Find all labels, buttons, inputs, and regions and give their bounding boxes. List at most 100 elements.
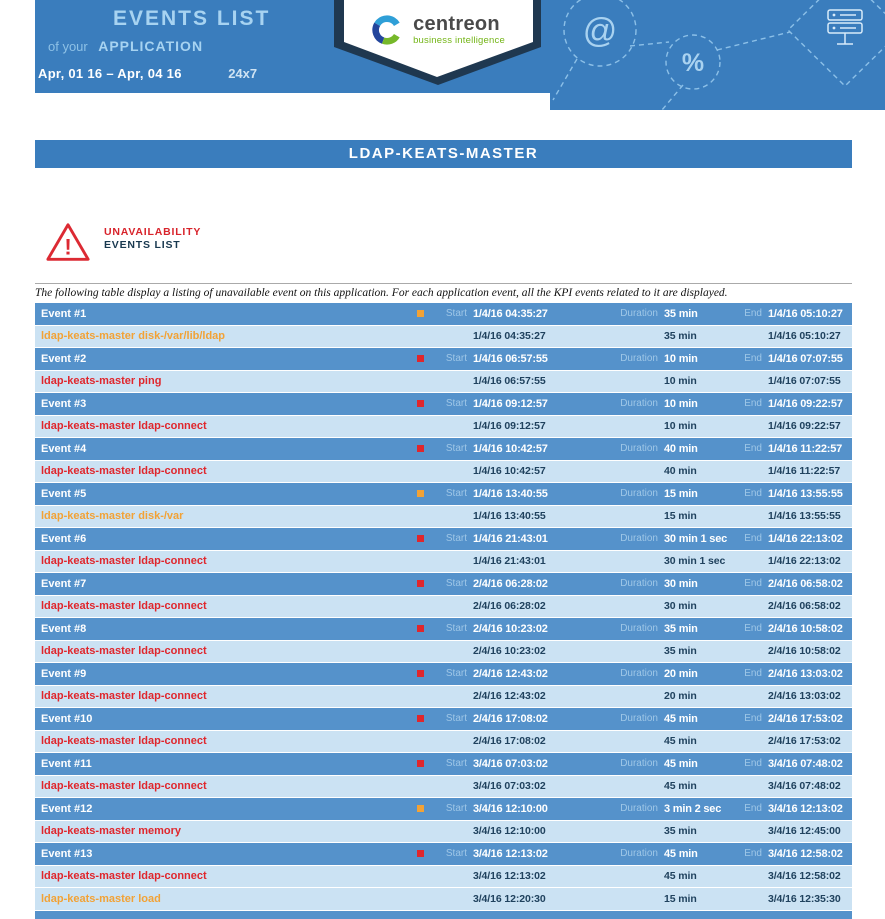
next-event-row-partial — [35, 910, 852, 919]
end-label: End — [744, 848, 762, 860]
kpi-end-value: 1/4/16 09:22:57 — [768, 420, 841, 433]
severity-marker — [415, 850, 429, 858]
event-duration-value: 20 min — [664, 667, 698, 680]
server-icon — [827, 9, 863, 45]
kpi-start-value: 3/4/16 12:13:02 — [473, 870, 546, 883]
events-table: Event #1 Start 1/4/16 04:35:27 Duration … — [35, 303, 852, 919]
event-duration-value: 10 min — [664, 397, 698, 410]
end-label: End — [744, 803, 762, 815]
kpi-name: ldap-keats-master ldap-connect — [41, 780, 207, 793]
event-name: Event #4 — [41, 442, 87, 455]
event-start-value: 1/4/16 09:12:57 — [473, 397, 548, 410]
kpi-end-value: 3/4/16 12:58:02 — [768, 870, 841, 883]
kpi-duration-value: 30 min — [664, 600, 697, 613]
event-summary-row: Event #3 Start 1/4/16 09:12:57 Duration … — [35, 393, 852, 416]
duration-label: Duration — [620, 578, 658, 590]
severity-square-icon — [417, 535, 424, 543]
kpi-start-value: 1/4/16 09:12:57 — [473, 420, 546, 433]
event-end-value: 2/4/16 10:58:02 — [768, 622, 843, 635]
kpi-duration-value: 20 min — [664, 690, 697, 703]
table-description: The following table display a listing of… — [35, 283, 852, 299]
event-summary-row: Event #4 Start 1/4/16 10:42:57 Duration … — [35, 438, 852, 461]
event-duration-value: 15 min — [664, 487, 698, 500]
event-name: Event #6 — [41, 532, 87, 545]
event-summary-row: Event #1 Start 1/4/16 04:35:27 Duration … — [35, 303, 852, 326]
event-end-value: 3/4/16 12:13:02 — [768, 802, 843, 815]
duration-label: Duration — [620, 398, 658, 410]
end-label: End — [744, 578, 762, 590]
event-summary-row: Event #11 Start 3/4/16 07:03:02 Duration… — [35, 753, 852, 776]
event-start-value: 1/4/16 21:43:01 — [473, 532, 548, 545]
kpi-name: ldap-keats-master ldap-connect — [41, 420, 207, 433]
section-label: UNAVAILABILITY EVENTS LIST — [104, 220, 201, 264]
event-summary-row: Event #2 Start 1/4/16 06:57:55 Duration … — [35, 348, 852, 371]
event-start-value: 3/4/16 07:03:02 — [473, 757, 548, 770]
start-label: Start — [445, 353, 467, 365]
event-name: Event #8 — [41, 622, 87, 635]
start-label: Start — [445, 308, 467, 320]
kpi-duration-value: 45 min — [664, 735, 697, 748]
end-label: End — [744, 668, 762, 680]
exclamation-glyph: ! — [64, 234, 71, 259]
event-duration-value: 10 min — [664, 352, 698, 365]
kpi-duration-value: 45 min — [664, 870, 697, 883]
centreon-logo-icon — [372, 15, 400, 45]
end-label: End — [744, 533, 762, 545]
start-label: Start — [445, 488, 467, 500]
event-start-value: 3/4/16 12:10:00 — [473, 802, 548, 815]
severity-square-icon — [417, 625, 424, 633]
duration-label: Duration — [620, 758, 658, 770]
report-schedule: 24x7 — [228, 66, 258, 81]
kpi-duration-value: 35 min — [664, 645, 697, 658]
banner-right-panel: @ % — [550, 0, 885, 110]
kpi-end-value: 2/4/16 17:53:02 — [768, 735, 841, 748]
end-label: End — [744, 308, 762, 320]
severity-square-icon — [417, 715, 424, 723]
kpi-name: ldap-keats-master disk-/var/lib/ldap — [41, 330, 226, 343]
event-duration-value: 45 min — [664, 847, 698, 860]
kpi-start-value: 3/4/16 12:10:00 — [473, 825, 546, 838]
severity-marker — [415, 445, 429, 453]
percent-icon: % — [682, 49, 704, 77]
start-label: Start — [445, 533, 467, 545]
duration-label: Duration — [620, 308, 658, 320]
kpi-end-value: 1/4/16 05:10:27 — [768, 330, 841, 343]
kpi-detail-row: ldap-keats-master memory 3/4/16 12:10:00… — [35, 820, 852, 843]
kpi-end-value: 1/4/16 13:55:55 — [768, 510, 841, 523]
duration-label: Duration — [620, 353, 658, 365]
kpi-detail-row: ldap-keats-master disk-/var 1/4/16 13:40… — [35, 505, 852, 528]
severity-marker — [415, 355, 429, 363]
kpi-end-value: 1/4/16 11:22:57 — [768, 465, 841, 478]
kpi-start-value: 3/4/16 12:20:30 — [473, 892, 546, 905]
severity-marker — [415, 715, 429, 723]
event-end-value: 1/4/16 07:07:55 — [768, 352, 843, 365]
event-duration-value: 45 min — [664, 712, 698, 725]
end-label: End — [744, 488, 762, 500]
event-end-value: 1/4/16 05:10:27 — [768, 307, 843, 320]
severity-square-icon — [417, 355, 424, 363]
event-name: Event #2 — [41, 352, 87, 365]
duration-label: Duration — [620, 803, 658, 815]
kpi-end-value: 1/4/16 07:07:55 — [768, 375, 841, 388]
kpi-duration-value: 35 min — [664, 825, 697, 838]
events-table-body: Event #1 Start 1/4/16 04:35:27 Duration … — [35, 303, 852, 911]
severity-marker — [415, 625, 429, 633]
event-start-value: 2/4/16 17:08:02 — [473, 712, 548, 725]
logo-text-block: centreon business intelligence — [413, 14, 505, 46]
at-icon: @ — [583, 12, 618, 50]
kpi-detail-row: ldap-keats-master ldap-connect 2/4/16 17… — [35, 730, 852, 753]
kpi-start-value: 1/4/16 04:35:27 — [473, 330, 546, 343]
kpi-start-value: 1/4/16 13:40:55 — [473, 510, 546, 523]
event-end-value: 1/4/16 11:22:57 — [768, 442, 843, 455]
kpi-end-value: 2/4/16 10:58:02 — [768, 645, 841, 658]
kpi-start-value: 1/4/16 21:43:01 — [473, 555, 546, 568]
severity-square-icon — [417, 805, 424, 813]
end-label: End — [744, 443, 762, 455]
event-start-value: 2/4/16 10:23:02 — [473, 622, 548, 635]
event-end-value: 1/4/16 09:22:57 — [768, 397, 843, 410]
event-duration-value: 3 min 2 sec — [664, 802, 722, 815]
event-name: Event #5 — [41, 487, 87, 500]
severity-marker — [415, 400, 429, 408]
duration-label: Duration — [620, 533, 658, 545]
event-start-value: 1/4/16 13:40:55 — [473, 487, 548, 500]
